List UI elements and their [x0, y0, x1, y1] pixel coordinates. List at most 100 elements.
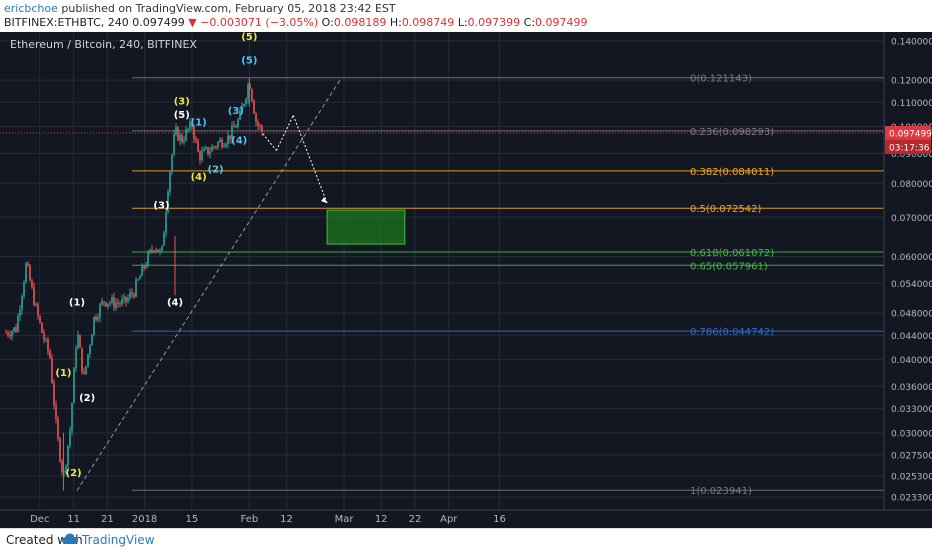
high-label: H: — [389, 16, 402, 29]
time-axis[interactable]: Dec 11 21 2018 15 Feb 12 Mar 12 22 Apr 16 — [0, 509, 932, 525]
candle-body — [199, 151, 201, 161]
candle-body — [117, 302, 119, 304]
trendline-line — [76, 78, 342, 491]
candle-body — [35, 304, 37, 306]
candle-body — [187, 128, 189, 130]
candle-body — [165, 212, 167, 233]
candle-body — [145, 265, 147, 268]
projection-path — [262, 115, 328, 204]
candle-body — [113, 297, 115, 308]
author-link[interactable]: ericbchoe — [4, 2, 58, 15]
symbol-label: BITFINEX:ETHBTC, 240 — [4, 16, 129, 29]
candle-body — [163, 232, 165, 246]
price-tags: 0.097499 03:17:36 — [0, 125, 932, 154]
price-tick-label: 0.044000 — [891, 332, 932, 342]
wave-label: (4) — [191, 172, 207, 183]
candle-body — [103, 301, 105, 303]
change-arrow: ▼ — [188, 16, 197, 29]
candle-body — [39, 315, 41, 323]
candle-body — [41, 322, 43, 333]
candle-body — [161, 245, 163, 251]
time-tick-label: 15 — [186, 514, 199, 525]
price-tick-label: 0.048000 — [891, 310, 932, 320]
price-tick-label: 0.090000 — [891, 150, 932, 160]
publish-text: published on TradingView.com, February 0… — [61, 2, 396, 15]
candle-body — [253, 100, 255, 114]
price-tick-label: 0.060000 — [891, 253, 932, 263]
candle-body — [101, 301, 103, 305]
candle-body — [229, 135, 231, 140]
time-tick-label: 21 — [101, 514, 114, 525]
candle-body — [15, 327, 17, 332]
candle-body — [69, 430, 71, 446]
projection-segment — [275, 115, 294, 151]
candle-body — [259, 125, 261, 127]
candle-body — [19, 309, 21, 316]
candle-body — [137, 279, 139, 281]
candle-body — [153, 250, 155, 252]
candle-body — [255, 113, 257, 122]
candle-body — [175, 127, 177, 135]
candle-body — [239, 110, 241, 120]
candle-body — [245, 98, 247, 104]
candle-body — [221, 139, 223, 148]
candle-body — [241, 106, 243, 111]
candle-body — [133, 294, 135, 297]
candle-body — [219, 139, 221, 143]
wave-label: (1) — [55, 368, 71, 379]
time-tick-label: 22 — [409, 514, 422, 525]
last-price: 0.097499 — [132, 16, 185, 29]
candle-body — [29, 265, 31, 281]
candle-body — [157, 249, 159, 253]
price-axis[interactable]: 0.1400000.1200000.1100000.1000000.090000… — [883, 32, 932, 510]
candle-body — [201, 151, 203, 161]
candle-body — [215, 146, 217, 148]
candle-body — [91, 334, 93, 346]
projection-segment — [262, 133, 277, 151]
price-tick-label: 0.023300 — [891, 494, 932, 504]
projection-arrowhead — [321, 197, 328, 204]
candle-body — [169, 171, 171, 192]
fib-level-label: 0.382(0.084011) — [690, 167, 774, 178]
candle-body — [159, 250, 161, 253]
candle-body — [247, 84, 249, 99]
candle-body — [55, 405, 57, 420]
candle-body — [149, 249, 151, 253]
candle-body — [71, 402, 73, 431]
candle-body — [127, 297, 129, 302]
candle-body — [83, 372, 85, 374]
candle-body — [147, 252, 149, 266]
candle-body — [115, 302, 117, 308]
publish-info: ericbchoe published on TradingView.com, … — [4, 2, 396, 15]
trendline — [76, 78, 342, 491]
time-tick-label: Apr — [440, 514, 458, 525]
fibonacci-levels: 0(0.121143) 0.236(0.098293) 0.382(0.084011… — [132, 74, 884, 497]
price-axis-background — [884, 32, 932, 510]
wave-label: (2) — [79, 393, 95, 404]
candle-body — [121, 299, 123, 304]
candle-body — [79, 335, 81, 348]
candle-body — [99, 304, 101, 318]
candle-body — [195, 138, 197, 141]
time-tick-label: 11 — [67, 514, 80, 525]
candle-body — [33, 287, 35, 306]
candle-body — [209, 151, 211, 155]
tradingview-brand[interactable]: TradingView — [82, 533, 155, 547]
candle-body — [93, 316, 95, 335]
candle-body — [151, 249, 153, 251]
candle-body — [261, 125, 263, 132]
candle-body — [95, 316, 97, 320]
last-price-tag-bg — [885, 125, 931, 140]
price-chart[interactable]: 0(0.121143) 0.236(0.098293) 0.382(0.084011… — [0, 32, 932, 528]
price-tick-label: 0.025300 — [891, 473, 932, 483]
last-price-tag: 0.097499 — [889, 129, 932, 139]
candle-body — [57, 419, 59, 439]
close-value: 0.097499 — [535, 16, 588, 29]
candle-body — [203, 148, 205, 152]
grid — [0, 32, 884, 510]
candle-body — [125, 296, 127, 302]
candle-body — [25, 263, 27, 283]
candle-body — [9, 335, 11, 337]
candle-body — [223, 145, 225, 148]
fib-level-label: 0.236(0.098293) — [690, 127, 774, 138]
